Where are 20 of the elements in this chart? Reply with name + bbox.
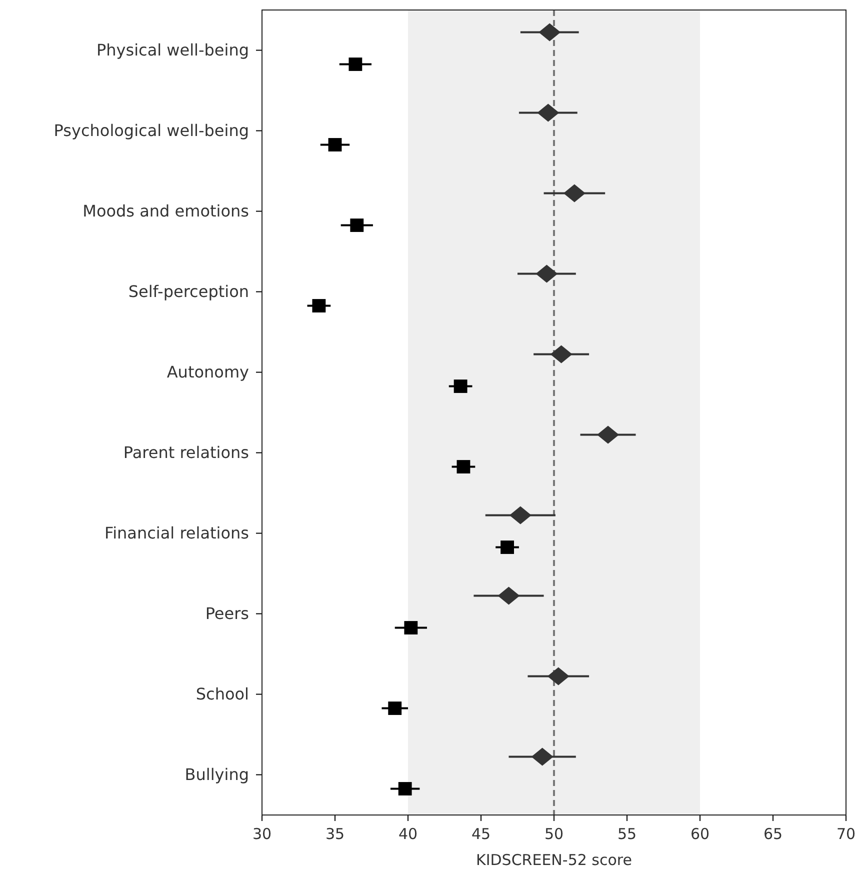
x-tick-label: 55 — [617, 825, 637, 843]
x-axis-title: KIDSCREEN-52 score — [476, 851, 632, 869]
y-tick-label: Peers — [205, 604, 249, 623]
x-tick-label: 60 — [690, 825, 710, 843]
y-tick-label: Self-perception — [128, 282, 249, 301]
x-tick-label: 35 — [325, 825, 345, 843]
x-tick-label: 70 — [836, 825, 856, 843]
y-tick-label: Physical well-being — [96, 40, 249, 60]
x-tick-label: 50 — [544, 825, 564, 843]
x-tick-label: 40 — [398, 825, 418, 843]
x-tick-label: 65 — [763, 825, 783, 843]
y-tick-label: Autonomy — [166, 362, 249, 382]
y-tick-label: Moods and emotions — [82, 201, 249, 220]
x-tick-label: 45 — [471, 825, 491, 843]
y-tick-label: School — [196, 684, 249, 704]
y-tick-label: Financial relations — [104, 523, 249, 542]
x-tick-label: 30 — [252, 825, 272, 843]
y-tick-label: Parent relations — [123, 442, 249, 462]
y-tick-label: Psychological well-being — [54, 120, 249, 140]
y-tick-label: Bullying — [184, 764, 249, 784]
